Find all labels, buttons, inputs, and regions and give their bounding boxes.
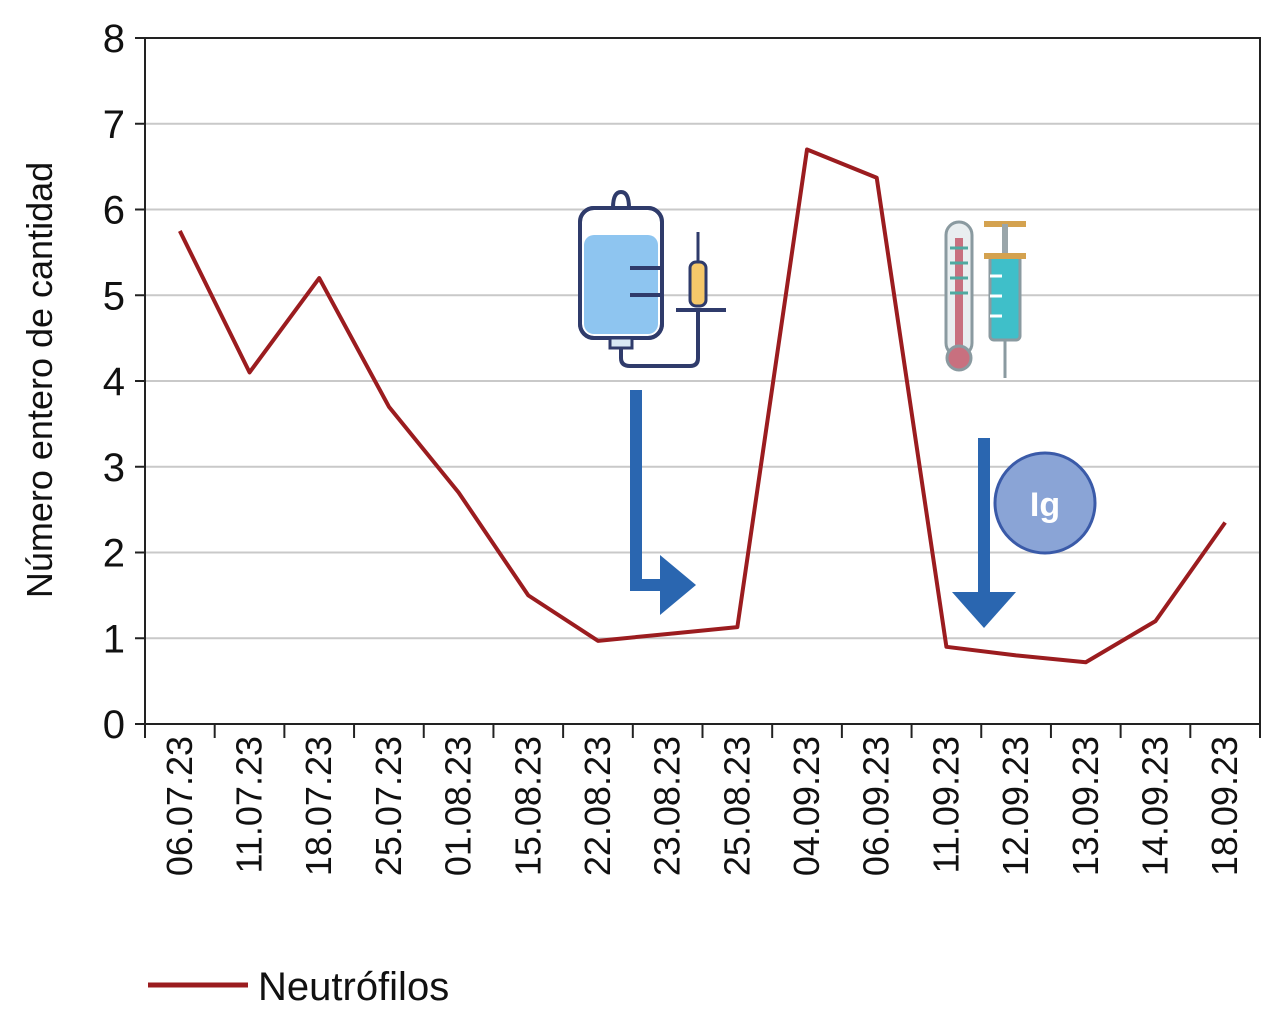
- x-tick-label: 25.07.23: [368, 736, 409, 876]
- y-tick-label: 2: [103, 532, 125, 576]
- x-tick-label: 01.08.23: [438, 736, 479, 876]
- x-tick-labels: 06.07.23 11.07.23 18.07.23 25.07.23 01.08.23…: [159, 736, 1245, 876]
- x-tick-label: 06.07.23: [159, 736, 200, 876]
- treatment-arrow-down-right: [630, 390, 696, 615]
- x-tick-label: 12.09.23: [995, 736, 1036, 876]
- treatment-arrow-down: [952, 438, 1016, 628]
- grid-lines: [145, 37, 1260, 640]
- x-tick-label: 13.09.23: [1065, 736, 1106, 876]
- x-tick-label: 04.09.23: [786, 736, 827, 876]
- y-tick-label: 3: [103, 446, 125, 490]
- y-tick-label: 4: [103, 360, 125, 404]
- x-tick-label: 15.08.23: [507, 736, 548, 876]
- x-tick-label: 25.08.23: [716, 736, 757, 876]
- x-tick-label: 23.08.23: [647, 736, 688, 876]
- x-tick-label: 22.08.23: [577, 736, 618, 876]
- x-tick-label: 18.07.23: [298, 736, 339, 876]
- immunoglobulin-badge: Ig: [993, 451, 1097, 555]
- thermometer-syringe-icon: [944, 220, 1026, 378]
- y-tick-label: 5: [103, 274, 125, 318]
- series-lines: [178, 147, 1227, 665]
- y-tick-label: 0: [103, 703, 125, 747]
- x-tick-label: 18.09.23: [1204, 736, 1245, 876]
- iv-drip-syringe-icon: [578, 189, 726, 368]
- legend: Neutrófilos: [148, 965, 449, 1009]
- y-tick-labels: 0 1 2 3 4 5 6 7 8: [103, 17, 125, 747]
- x-tick-label: 14.09.23: [1134, 736, 1175, 876]
- y-tick-label: 7: [103, 103, 125, 147]
- y-tick-label: 8: [103, 17, 125, 61]
- x-tick-label: 11.09.23: [925, 736, 966, 873]
- badge-label: Ig: [1030, 486, 1060, 524]
- x-tick-label: 06.09.23: [856, 736, 897, 876]
- x-tick-label: 11.07.23: [229, 736, 270, 873]
- legend-label: Neutrófilos: [258, 965, 449, 1009]
- y-tick-label: 1: [103, 617, 125, 661]
- axes: [135, 37, 1261, 738]
- y-axis-label: Número entero de cantidad: [19, 162, 60, 598]
- y-tick-label: 6: [103, 189, 125, 233]
- series-line-neutrofilos: [178, 147, 1227, 665]
